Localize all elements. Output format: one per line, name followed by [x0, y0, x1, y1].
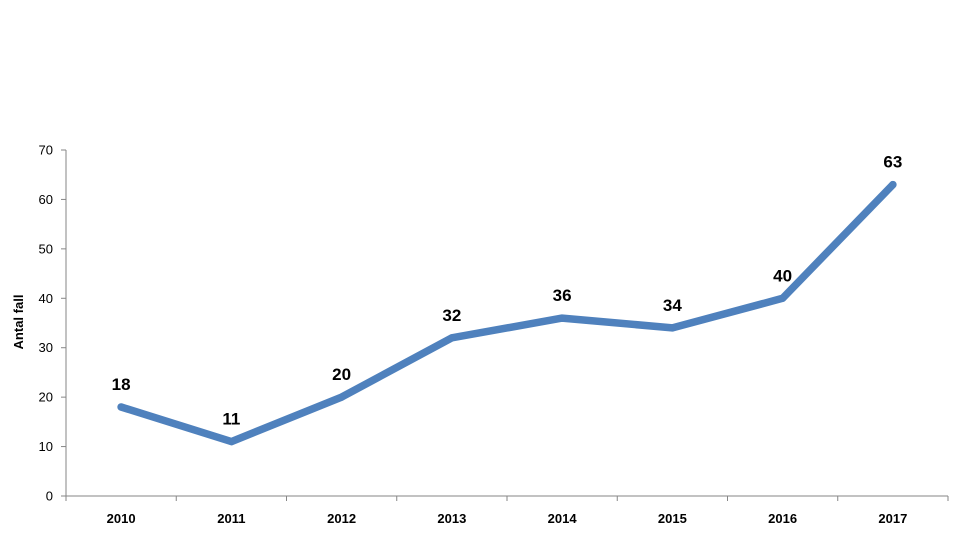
x-tick-label: 2014 — [548, 511, 578, 526]
x-tick-label: 2015 — [658, 511, 687, 526]
data-point — [338, 393, 346, 401]
y-tick-label: 40 — [39, 291, 53, 306]
x-tick-label: 2017 — [878, 511, 907, 526]
series-line — [117, 180, 897, 446]
y-tick-label: 10 — [39, 439, 53, 454]
series-layer — [117, 180, 897, 446]
data-label: 20 — [332, 365, 351, 384]
y-axis-ticks: 0 10 20 30 40 50 60 70 — [39, 143, 66, 504]
data-labels: 18 11 20 32 36 34 40 63 — [112, 153, 903, 429]
axes — [65, 150, 948, 497]
data-point — [779, 294, 787, 302]
data-point — [227, 438, 235, 446]
x-axis-ticks: 2010 2011 2012 2013 2014 2015 2016 2017 — [65, 496, 949, 526]
x-tick-label: 2011 — [217, 511, 245, 526]
y-tick-label: 0 — [46, 489, 53, 504]
data-point — [448, 334, 456, 342]
data-point — [558, 314, 566, 322]
data-label: 32 — [442, 306, 461, 325]
data-point — [668, 324, 676, 332]
y-tick-label: 60 — [39, 192, 53, 207]
data-point — [117, 403, 125, 411]
y-tick-label: 50 — [39, 241, 53, 256]
data-label: 36 — [553, 286, 572, 305]
data-label: 40 — [773, 266, 792, 285]
y-tick-label: 30 — [39, 340, 53, 355]
data-point — [889, 181, 897, 189]
data-label: 18 — [112, 375, 131, 394]
x-tick-label: 2016 — [768, 511, 797, 526]
y-tick-label: 20 — [39, 390, 53, 405]
x-tick-label: 2013 — [437, 511, 466, 526]
x-tick-label: 2010 — [107, 511, 136, 526]
data-label: 63 — [883, 153, 902, 172]
y-tick-label: 70 — [39, 143, 53, 158]
y-axis-title: Antal fall — [11, 295, 26, 350]
data-label: 11 — [222, 410, 240, 429]
data-label: 34 — [663, 296, 682, 315]
x-tick-label: 2012 — [327, 511, 356, 526]
